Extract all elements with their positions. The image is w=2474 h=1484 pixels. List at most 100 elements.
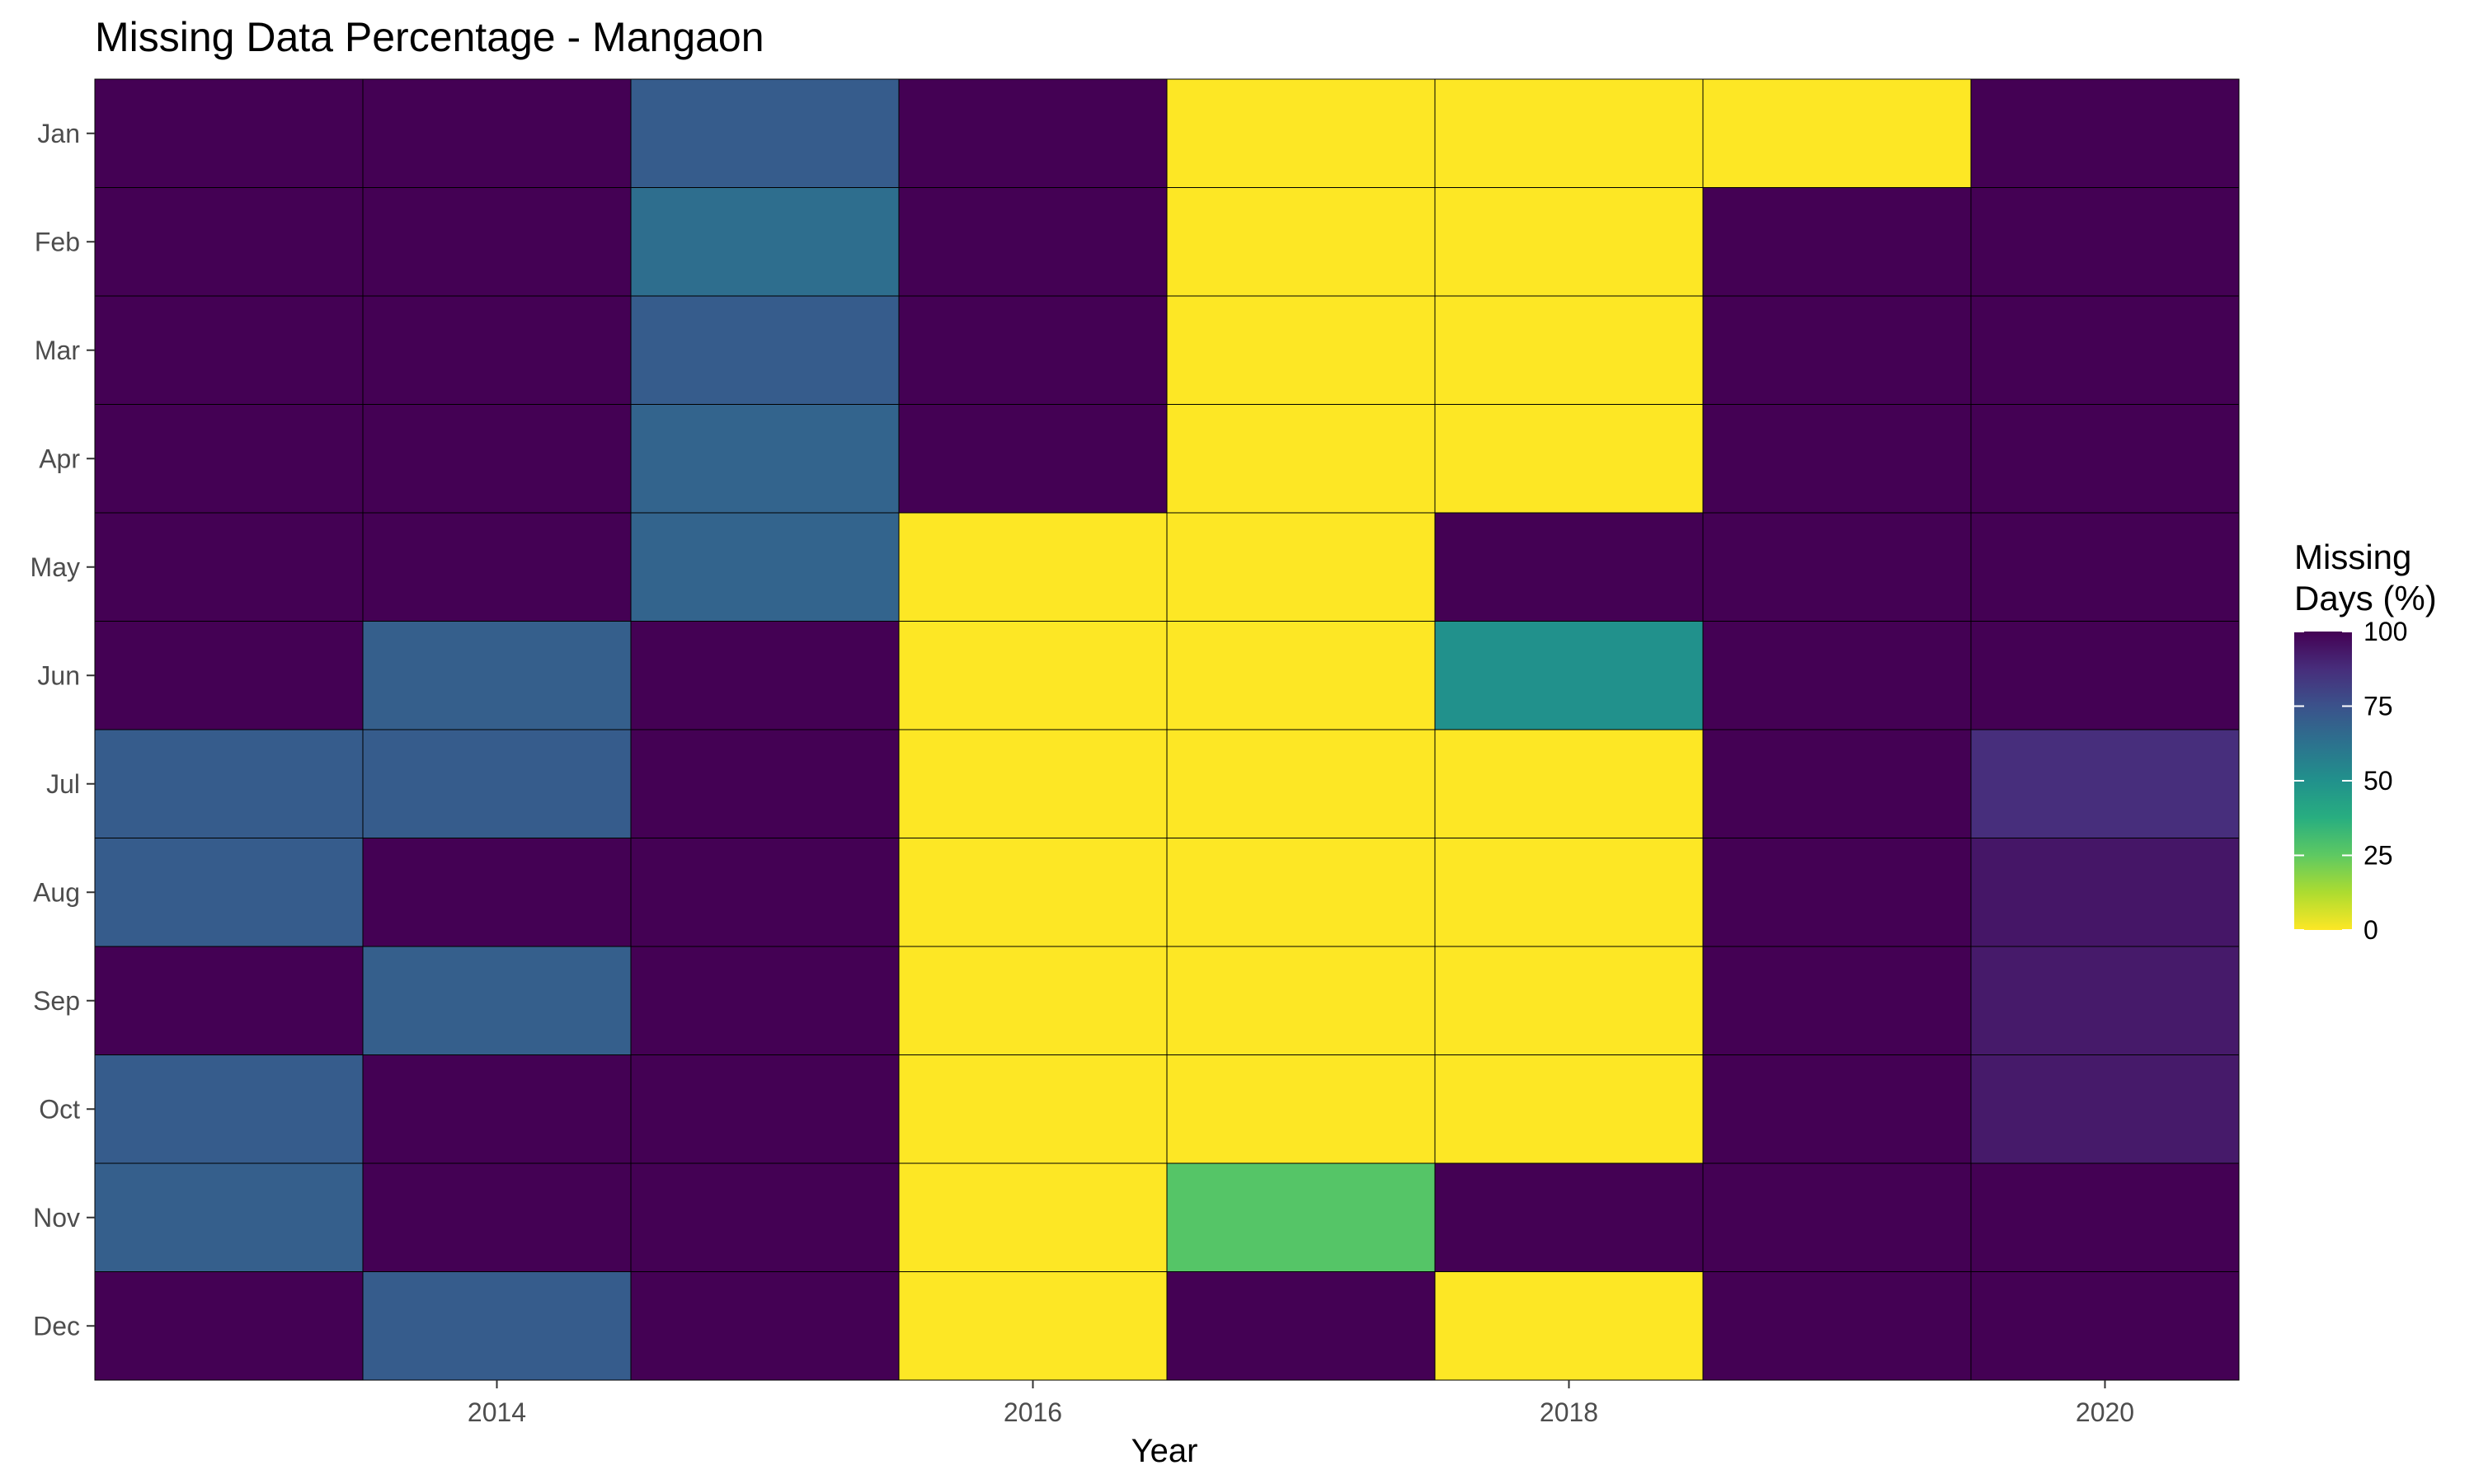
heatmap-cell-mar-2018 — [1434, 295, 1704, 405]
heatmap-cell-may-2013 — [94, 512, 364, 622]
heatmap-cell-feb-2018 — [1434, 187, 1704, 297]
heatmap-cell-apr-2018 — [1434, 404, 1704, 514]
heatmap-cell-may-2017 — [1166, 512, 1436, 622]
heatmap-cell-oct-2013 — [94, 1054, 364, 1164]
heatmap-cell-jan-2018 — [1434, 78, 1704, 188]
heatmap-cell-dec-2016 — [898, 1271, 1168, 1381]
heatmap-cell-jun-2019 — [1702, 621, 1972, 730]
y-axis: Jan Feb Mar Apr May Jun Jul Aug Sep Oct Nov Dec — [31, 119, 95, 1341]
heatmap-cell-sep-2018 — [1434, 946, 1704, 1055]
heatmap-cell-dec-2015 — [630, 1271, 900, 1381]
heatmap-cell-mar-2014 — [362, 295, 632, 405]
heatmap-cell-sep-2013 — [94, 946, 364, 1055]
heatmap-cell-jun-2016 — [898, 621, 1168, 730]
y-tick-label-apr: Apr — [39, 444, 80, 473]
heatmap-cell-feb-2016 — [898, 187, 1168, 297]
heatmap-cell-apr-2016 — [898, 404, 1168, 514]
y-tick-label-may: May — [31, 552, 80, 582]
heatmap-cell-oct-2018 — [1434, 1054, 1704, 1164]
heatmap-cell-feb-2020 — [1970, 187, 2240, 297]
heatmap-cell-oct-2019 — [1702, 1054, 1972, 1164]
heatmap-cell-apr-2017 — [1166, 404, 1436, 514]
heatmap-cell-aug-2014 — [362, 838, 632, 947]
heatmap-cell-jul-2014 — [362, 729, 632, 838]
x-tick-label-2018: 2018 — [1540, 1397, 1598, 1427]
heatmap-cell-mar-2016 — [898, 295, 1168, 405]
heatmap-cell-may-2020 — [1970, 512, 2240, 622]
heatmap-cell-dec-2014 — [362, 1271, 632, 1381]
heatmap-cell-mar-2015 — [630, 295, 900, 405]
heatmap-cell-mar-2020 — [1970, 295, 2240, 405]
heatmap-cells — [94, 78, 2240, 1381]
heatmap-cell-apr-2015 — [630, 404, 900, 514]
legend-tick-label-0: 0 — [2363, 915, 2378, 945]
heatmap-cell-aug-2018 — [1434, 838, 1704, 947]
heatmap-cell-nov-2017 — [1166, 1162, 1436, 1272]
heatmap-cell-aug-2020 — [1970, 838, 2240, 947]
legend-tick-label-25: 25 — [2363, 841, 2393, 871]
legend-tick-label-100: 100 — [2363, 617, 2407, 646]
heatmap-cell-mar-2013 — [94, 295, 364, 405]
heatmap-cell-aug-2013 — [94, 838, 364, 947]
heatmap-cell-feb-2014 — [362, 187, 632, 297]
heatmap-cell-nov-2014 — [362, 1162, 632, 1272]
heatmap-cell-aug-2016 — [898, 838, 1168, 947]
heatmap-cell-may-2015 — [630, 512, 900, 622]
chart-title: Missing Data Percentage - Mangaon — [95, 14, 764, 60]
heatmap-cell-oct-2016 — [898, 1054, 1168, 1164]
heatmap-cell-jan-2016 — [898, 78, 1168, 188]
x-tick-label-2014: 2014 — [468, 1397, 526, 1427]
heatmap-cell-oct-2017 — [1166, 1054, 1436, 1164]
heatmap-cell-nov-2015 — [630, 1162, 900, 1272]
heatmap-cell-jul-2017 — [1166, 729, 1436, 838]
heatmap-cell-feb-2017 — [1166, 187, 1436, 297]
heatmap-cell-nov-2020 — [1970, 1162, 2240, 1272]
heatmap-cell-may-2018 — [1434, 512, 1704, 622]
heatmap-cell-feb-2015 — [630, 187, 900, 297]
heatmap-cell-jan-2013 — [94, 78, 364, 188]
legend-tick-label-50: 50 — [2363, 766, 2393, 796]
y-tick-label-sep: Sep — [33, 986, 80, 1016]
heatmap-cell-oct-2014 — [362, 1054, 632, 1164]
heatmap-cell-dec-2017 — [1166, 1271, 1436, 1381]
y-tick-label-nov: Nov — [33, 1203, 80, 1233]
legend-title-line2: Days (%) — [2294, 579, 2437, 618]
heatmap-cell-may-2016 — [898, 512, 1168, 622]
heatmap-cell-jan-2017 — [1166, 78, 1436, 188]
heatmap-cell-nov-2018 — [1434, 1162, 1704, 1272]
heatmap-cell-sep-2017 — [1166, 946, 1436, 1055]
heatmap-cell-jul-2015 — [630, 729, 900, 838]
heatmap-cell-nov-2013 — [94, 1162, 364, 1272]
heatmap-cell-aug-2017 — [1166, 838, 1436, 947]
heatmap-cell-apr-2019 — [1702, 404, 1972, 514]
heatmap-cell-mar-2019 — [1702, 295, 1972, 405]
heatmap-cell-jan-2014 — [362, 78, 632, 188]
x-tick-label-2016: 2016 — [1004, 1397, 1062, 1427]
heatmap-cell-jul-2013 — [94, 729, 364, 838]
heatmap-cell-jun-2017 — [1166, 621, 1436, 730]
x-axis-title: Year — [1131, 1433, 1198, 1469]
legend-title-line1: Missing — [2294, 538, 2411, 576]
heatmap-cell-feb-2019 — [1702, 187, 1972, 297]
heatmap-cell-jan-2015 — [630, 78, 900, 188]
heatmap-cell-dec-2019 — [1702, 1271, 1972, 1381]
legend-ticks: 100 75 50 25 0 — [2294, 617, 2407, 945]
heatmap-cell-may-2019 — [1702, 512, 1972, 622]
heatmap-cell-mar-2017 — [1166, 295, 1436, 405]
heatmap-cell-sep-2016 — [898, 946, 1168, 1055]
heatmap-cell-jun-2015 — [630, 621, 900, 730]
heatmap-cell-jul-2020 — [1970, 729, 2240, 838]
heatmap-cell-sep-2020 — [1970, 946, 2240, 1055]
heatmap-cell-nov-2019 — [1702, 1162, 1972, 1272]
heatmap-cell-apr-2013 — [94, 404, 364, 514]
heatmap-cell-jun-2014 — [362, 621, 632, 730]
heatmap-cell-dec-2018 — [1434, 1271, 1704, 1381]
heatmap-cell-sep-2015 — [630, 946, 900, 1055]
heatmap-cell-jun-2013 — [94, 621, 364, 730]
heatmap-cell-oct-2015 — [630, 1054, 900, 1164]
x-axis: 2014 2016 2018 2020 — [468, 1380, 2134, 1427]
heatmap-cell-may-2014 — [362, 512, 632, 622]
y-tick-label-aug: Aug — [33, 877, 80, 907]
color-legend: Missing Days (%) 100 75 50 25 0 — [2294, 538, 2437, 945]
